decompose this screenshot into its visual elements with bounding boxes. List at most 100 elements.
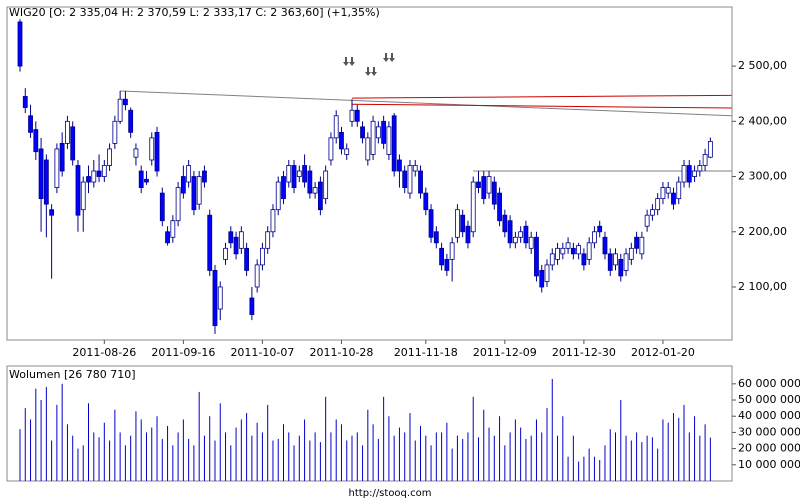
candle-body [460,214,466,233]
candle-body [581,253,587,266]
candle-body [676,181,682,200]
candle-body [339,131,344,150]
y-tick-label: 2 500,00 [738,59,787,72]
candle-body [154,131,160,172]
candle-body [312,187,318,194]
y2-tick-label: 30 000 000 [738,425,800,438]
candle-body [286,165,292,183]
candle-body [17,21,23,67]
candle-body [80,181,86,211]
y-tick-label: 2 300,00 [738,170,787,183]
candle-body [586,242,592,260]
candle-body [186,165,192,183]
candle-body [534,236,539,277]
candle-body [291,165,297,188]
candle-body [275,181,281,211]
candle-body [149,137,155,161]
y-tick-label: 2 400,00 [738,114,787,127]
candle-body [107,148,112,166]
candle-body [544,264,550,282]
candle-body [391,115,397,172]
candle-body [576,245,582,255]
candle-body [671,192,676,205]
candle-body [191,176,197,211]
candle-body [22,96,28,108]
y2-tick-label: 10 000 000 [738,458,800,471]
candle-body [323,170,329,200]
candle-body [455,209,460,238]
candle-body [644,214,650,227]
candle-body [397,159,402,172]
candle-body [381,120,387,144]
candle-body [418,170,423,194]
candle-body [597,225,603,233]
candle-body [707,141,713,158]
candle-body [607,253,613,271]
candle-body [281,176,286,200]
candle-body [202,170,207,183]
candle-body [159,192,165,222]
candle-body [196,176,202,205]
candle-body [112,120,118,144]
candle-body [439,247,445,266]
candle-body [33,129,39,153]
candle-body [639,236,645,255]
candle-body [375,126,381,139]
y2-tick-label: 60 000 000 [738,377,800,390]
candle-body [328,137,334,161]
candle-body [38,148,44,200]
candle-body [555,247,560,260]
candle-body [175,187,181,222]
candle-body [91,170,97,183]
candle-body [317,181,323,211]
candle-body [565,242,571,249]
candle-body [681,165,687,183]
candle-body [249,297,255,315]
candle-body [260,247,265,266]
candle-body [702,154,708,166]
candle-body [28,115,33,133]
candle-body [523,225,529,244]
candle-body [144,178,149,183]
candle-body [65,120,70,144]
x-tick-label: 2012-01-20 [631,346,695,359]
candle-body [486,176,492,194]
axes: 2 100,00 2 200,00 2 300,00 2 400,00 2 500,00… [72,59,800,471]
candle-body [512,236,518,244]
y-tick-label: 2 200,00 [738,225,787,238]
candle-body [518,231,524,238]
candle-body [354,109,360,122]
candle-body [507,220,513,244]
y2-tick-label: 50 000 000 [738,393,800,406]
candle-body [217,286,223,310]
candle-body [244,247,250,271]
candle-body [70,126,76,161]
candle-body [628,247,634,260]
candle-body [265,231,271,249]
candle-body [613,253,618,266]
candle-body [449,242,455,260]
signal-arrows [343,53,395,76]
candle-body [650,209,655,216]
candle-body [238,231,244,249]
volume-plot [19,378,711,481]
candle-body [660,187,666,200]
candle-body [302,165,307,183]
candle-body [623,253,629,271]
candle-body [138,170,144,188]
candle-body [49,209,55,216]
trend-line [352,103,732,109]
candle-body [370,120,376,155]
candle-body [602,236,608,255]
candle-body [634,236,639,249]
candle-body [165,231,170,244]
candle-body [170,220,176,238]
price-legend: WIG20 [O: 2 335,04 H: 2 370,59 L: 2 333,… [9,6,380,19]
candle-body [412,165,418,172]
candle-body [212,270,218,327]
candle-body [502,214,508,233]
candle-body [133,148,139,158]
candle-body [407,165,413,194]
candle-body [333,115,339,139]
price-panel [6,6,733,341]
